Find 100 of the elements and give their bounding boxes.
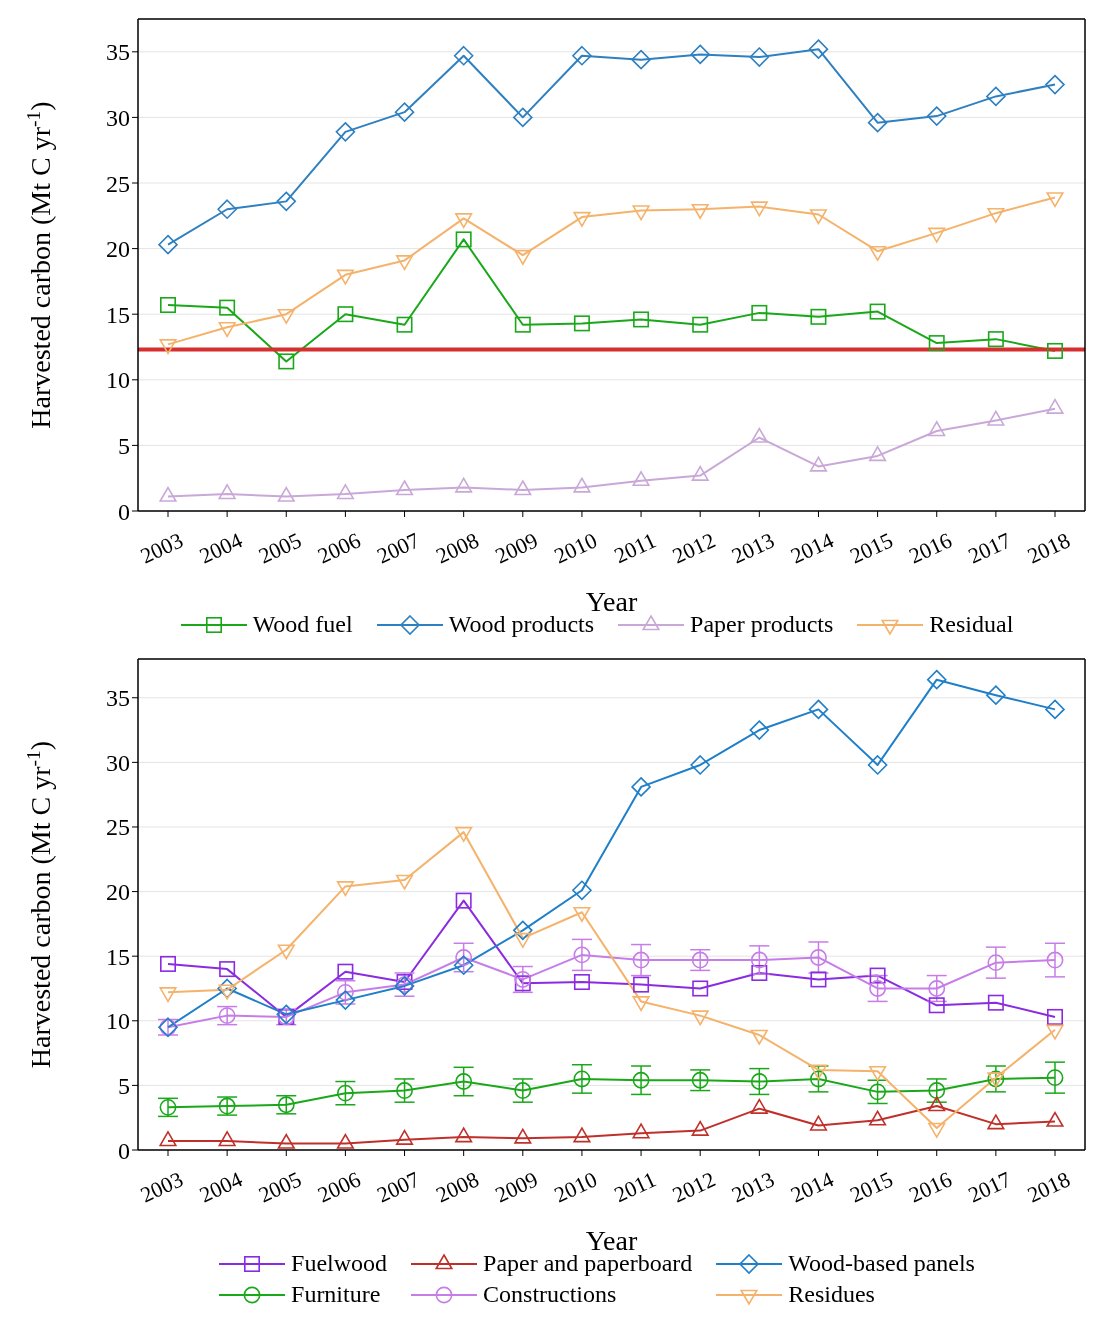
point — [337, 306, 354, 323]
point — [337, 963, 354, 980]
point — [867, 755, 888, 775]
x-tick-label: 2013 — [727, 1166, 779, 1208]
point — [514, 975, 531, 992]
point — [810, 949, 827, 966]
point — [692, 316, 709, 333]
legend-label: Constructions — [483, 1281, 617, 1308]
y-tick-label: 30 — [106, 104, 130, 131]
point — [867, 112, 888, 133]
x-tick-label: 2003 — [136, 527, 187, 569]
y-tick-label: 15 — [106, 943, 130, 970]
point — [750, 1073, 768, 1090]
point — [987, 331, 1004, 348]
x-tick-label: 2007 — [372, 527, 424, 569]
point — [218, 484, 236, 500]
point — [809, 1115, 828, 1131]
point — [277, 486, 295, 502]
point — [928, 997, 945, 1014]
point — [810, 1070, 827, 1088]
point — [514, 1128, 532, 1144]
point — [810, 971, 827, 988]
legend-label: Fuelwood — [291, 1250, 388, 1277]
point — [1046, 1111, 1064, 1127]
point — [926, 106, 947, 126]
point — [453, 955, 474, 976]
x-tick-label: 2017 — [964, 527, 1015, 569]
point — [1046, 398, 1064, 414]
x-tick-label: 2008 — [432, 1166, 483, 1208]
point — [631, 49, 651, 70]
point — [750, 1098, 768, 1114]
point — [573, 974, 590, 991]
point — [986, 86, 1006, 107]
x-tick-label: 2006 — [313, 527, 365, 569]
point — [336, 1133, 354, 1149]
point — [987, 954, 1005, 972]
point — [751, 304, 768, 321]
point — [514, 316, 531, 333]
legend-label: Residues — [788, 1281, 875, 1308]
point — [750, 951, 768, 969]
point — [869, 1110, 887, 1126]
x-tick-label: 2015 — [846, 1166, 897, 1208]
legend-label: Wood-based panels — [788, 1250, 975, 1277]
point — [986, 685, 1006, 705]
point — [810, 308, 827, 325]
point — [633, 976, 650, 993]
point — [928, 980, 946, 997]
point — [869, 303, 886, 320]
x-tick-label: 2006 — [313, 1166, 365, 1208]
y-tick-label: 25 — [106, 170, 130, 197]
point — [276, 191, 297, 212]
y-tick-label: 10 — [106, 1008, 130, 1035]
x-tick-label: 2012 — [668, 527, 720, 569]
point — [573, 477, 591, 493]
point — [749, 720, 770, 740]
point — [691, 465, 709, 481]
x-tick-label: 2013 — [727, 527, 779, 569]
point — [159, 1131, 177, 1147]
point — [869, 446, 887, 462]
x-tick-label: 2015 — [846, 527, 897, 569]
x-tick-label: 2011 — [610, 527, 660, 569]
point — [987, 1114, 1005, 1130]
point — [751, 964, 768, 981]
x-tick-label: 2017 — [964, 1166, 1015, 1208]
point — [631, 777, 651, 797]
legend-label: Furniture — [291, 1281, 381, 1308]
point — [514, 932, 532, 948]
x-tick-label: 2005 — [254, 1166, 306, 1208]
point — [808, 699, 829, 720]
point — [514, 970, 532, 988]
point — [690, 44, 710, 65]
point — [160, 297, 176, 314]
point — [928, 335, 945, 352]
point — [160, 955, 176, 972]
point — [928, 1096, 946, 1112]
y-tick-label: 25 — [106, 814, 130, 841]
y-tick-label: 20 — [106, 236, 130, 263]
x-tick-label: 2014 — [786, 527, 838, 569]
x-tick-label: 2014 — [786, 1166, 838, 1208]
point — [632, 471, 650, 487]
point — [1047, 342, 1063, 359]
point — [1045, 699, 1065, 720]
point — [633, 311, 650, 328]
point — [455, 949, 473, 966]
x-tick-label: 2004 — [195, 1166, 247, 1208]
point — [869, 980, 887, 997]
point — [632, 1071, 650, 1089]
point — [572, 45, 592, 66]
point — [987, 410, 1005, 426]
point — [158, 234, 178, 255]
point — [513, 920, 533, 941]
point — [809, 456, 828, 472]
point — [632, 951, 650, 969]
legend-label: Paper products — [690, 611, 834, 638]
point — [455, 231, 472, 248]
point — [690, 755, 710, 775]
point — [336, 484, 354, 500]
point — [750, 427, 768, 443]
x-tick-label: 2011 — [610, 1166, 660, 1208]
point — [277, 1133, 295, 1149]
